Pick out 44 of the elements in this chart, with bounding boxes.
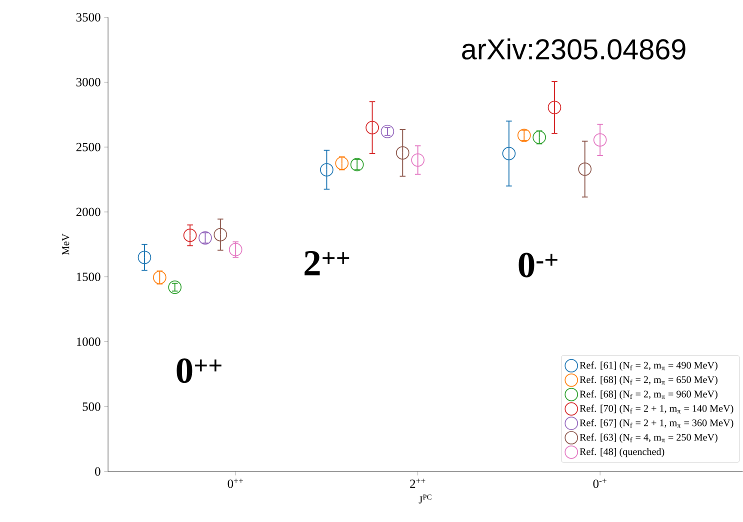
point bbox=[228, 242, 242, 256]
point bbox=[138, 250, 152, 264]
point bbox=[168, 280, 182, 294]
point bbox=[548, 100, 562, 114]
point bbox=[183, 228, 197, 242]
point bbox=[214, 228, 228, 242]
x-axis-title: J$^{PC}$ bbox=[418, 494, 432, 504]
y-tick-label: 500 bbox=[82, 402, 100, 411]
point bbox=[532, 130, 546, 144]
point bbox=[411, 153, 425, 167]
y-tick-label: 2000 bbox=[76, 208, 100, 216]
x-tick-label: 2$^{++}$ bbox=[410, 478, 426, 488]
legend-label: Ref. [68] (N$_{f}$ = 2, m$_{π}$ = 960 MeV) bbox=[580, 390, 718, 400]
y-axis-title: MeV bbox=[62, 233, 70, 255]
point bbox=[578, 162, 592, 176]
annotation: arXiv:2305.04869 bbox=[462, 38, 686, 60]
point bbox=[335, 156, 349, 170]
legend-label: Ref. [68] (N$_{f}$ = 2, m$_{π}$ = 650 MeV) bbox=[580, 376, 718, 385]
legend-label: Ref. [70] (N$_{f}$ = 2 + 1, m$_{π}$ = 140 MeV) bbox=[580, 404, 734, 414]
legend-label: Ref. [48] (quenched) bbox=[580, 448, 664, 457]
legend-label: Ref. [67] (N$_{f}$ = 2 + 1, m$_{π}$ = 360 MeV) bbox=[580, 418, 734, 428]
y-tick-label: 2500 bbox=[76, 142, 100, 152]
annotation: 0$^{-+}$ bbox=[518, 252, 558, 278]
point bbox=[350, 158, 364, 172]
point bbox=[366, 120, 379, 134]
point bbox=[396, 146, 410, 160]
point bbox=[152, 270, 166, 284]
x-tick-label: 0$^{-+}$ bbox=[593, 478, 606, 488]
y-tick-label: 1500 bbox=[76, 272, 100, 281]
point bbox=[517, 128, 531, 142]
x-tick-label: 0$^{++}$ bbox=[228, 478, 243, 488]
point bbox=[593, 133, 607, 146]
y-tick-label: 3000 bbox=[76, 78, 100, 86]
point bbox=[380, 124, 394, 138]
legend-label: Ref. [63] (N$_{f}$ = 4, m$_{π}$ = 250 MeV) bbox=[580, 433, 718, 443]
point bbox=[502, 146, 516, 160]
annotation: 0$^{++}$ bbox=[176, 358, 222, 383]
legend-label: Ref. [61] (N$_{f}$ = 2, m$_{π}$ = 490 MeV) bbox=[580, 361, 718, 370]
y-tick-label: 3500 bbox=[76, 12, 100, 22]
y-tick-label: 0 bbox=[95, 467, 100, 476]
point bbox=[198, 231, 212, 244]
y-tick-label: 1000 bbox=[76, 337, 100, 346]
point bbox=[320, 162, 334, 176]
annotation: 2$^{++}$ bbox=[304, 250, 350, 275]
